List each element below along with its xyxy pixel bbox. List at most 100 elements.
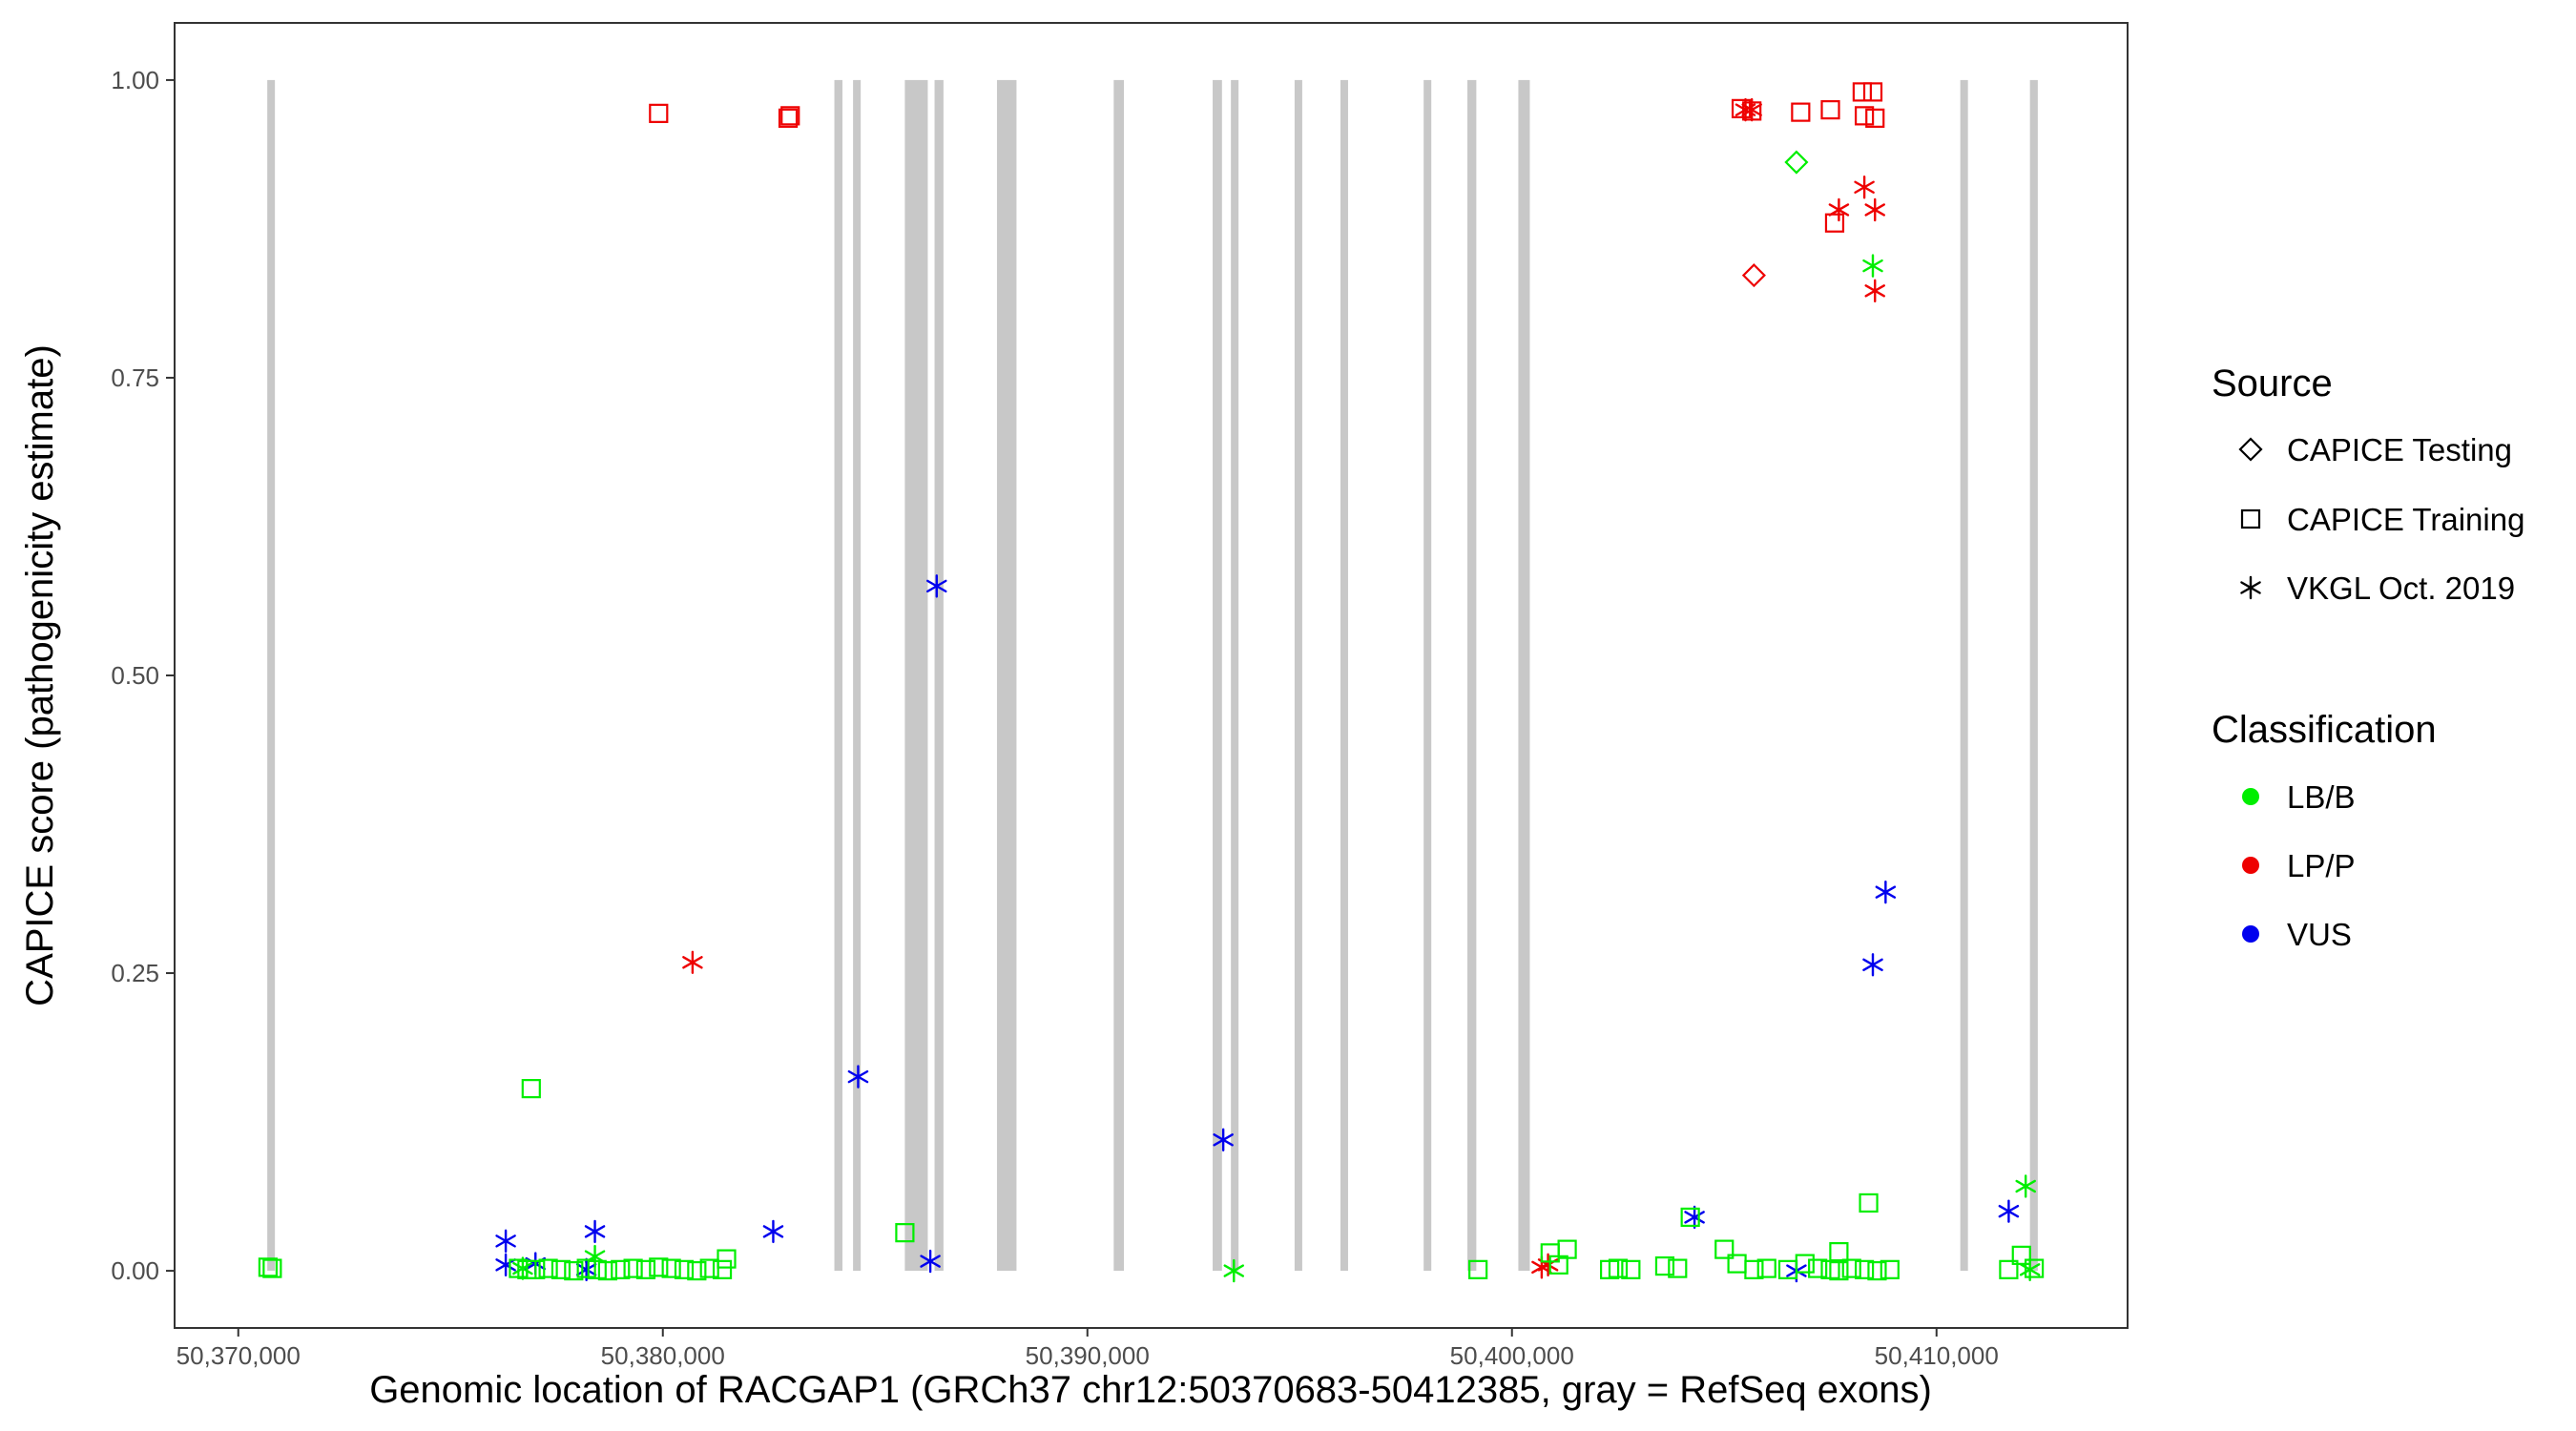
point-square — [1841, 1258, 1861, 1278]
legend-class-item-vus: VUS — [2242, 917, 2352, 952]
exon-band — [1294, 79, 1302, 1272]
point-square — [1795, 1254, 1815, 1274]
legend-label: LB/B — [2287, 779, 2356, 815]
point-square — [1854, 1259, 1875, 1279]
point-square — [712, 1259, 733, 1279]
exon-band — [1518, 79, 1530, 1272]
plot-background — [175, 23, 2128, 1328]
point-asterisk — [1828, 197, 1850, 222]
legend-source-item-testing: CAPICE Testing — [2238, 432, 2512, 467]
exon-band — [1113, 79, 1125, 1272]
point-square — [1680, 1207, 1700, 1228]
point-square — [1852, 82, 1872, 102]
asterisk-shape — [2240, 575, 2261, 600]
square-icon — [2240, 508, 2261, 529]
point-square — [1880, 1259, 1900, 1279]
exon-band — [996, 79, 1017, 1272]
point-square — [1820, 100, 1840, 120]
legend-label: CAPICE Testing — [2287, 432, 2512, 467]
point-asterisk — [1213, 1128, 1234, 1151]
exon-band — [1960, 79, 1968, 1272]
point-asterisk — [1875, 880, 1897, 904]
point-square — [687, 1260, 707, 1281]
point-square — [778, 108, 799, 128]
asterisk-icon — [2240, 575, 2261, 600]
point-square — [597, 1260, 618, 1281]
point-asterisk — [495, 1253, 516, 1277]
point-diamond — [1784, 150, 1809, 175]
dot-icon — [2242, 925, 2259, 943]
point-asterisk — [682, 950, 703, 975]
exon-band — [1340, 79, 1348, 1272]
point-square — [587, 1259, 607, 1279]
point-square — [1999, 1259, 2019, 1279]
legend-source-item-vkgl: VKGL Oct. 2019 — [2240, 570, 2515, 606]
legend-class-title: Classification — [2212, 709, 2437, 751]
point-asterisk — [1864, 279, 1885, 303]
series-vkgl-oct-2019-vus — [495, 574, 2020, 1283]
point-square — [1824, 213, 1845, 233]
point-asterisk — [584, 1219, 606, 1244]
exon-band — [1423, 79, 1432, 1272]
point-square — [661, 1258, 681, 1278]
y-tick-label: 0.75 — [111, 363, 159, 392]
legend: Source CAPICE Testing CAPICE Training VK… — [2212, 363, 2524, 952]
point-square — [780, 106, 800, 126]
point-asterisk — [1998, 1199, 2020, 1223]
legend-source-title: Source — [2212, 363, 2333, 404]
point-square — [564, 1260, 584, 1281]
point-asterisk — [2015, 1174, 2036, 1198]
point-square — [1867, 1260, 1887, 1281]
point-square — [1668, 1258, 1688, 1278]
series-capice-testing-lpp — [1741, 263, 1766, 288]
dot-icon — [2242, 857, 2259, 874]
x-tick-label: 50,410,000 — [1875, 1341, 1999, 1370]
point-square — [1714, 1239, 1735, 1259]
point-square — [1756, 1258, 1776, 1278]
point-square — [649, 103, 669, 123]
exon-band — [2029, 79, 2038, 1272]
x-tick-label: 50,390,000 — [1026, 1341, 1150, 1370]
y-axis-title: CAPICE score (pathogenicity estimate) — [19, 344, 61, 1006]
point-square — [1791, 102, 1811, 122]
legend-class-item-lbb: LB/B — [2242, 779, 2356, 815]
legend-label: VKGL Oct. 2019 — [2287, 570, 2515, 606]
series-vkgl-oct-2019-lpp — [682, 97, 1885, 1279]
legend-source-item-training: CAPICE Training — [2240, 502, 2524, 537]
point-square — [895, 1223, 915, 1243]
exon-band — [834, 79, 842, 1272]
exon-band — [1213, 79, 1222, 1272]
x-tick-label: 50,370,000 — [177, 1341, 301, 1370]
point-asterisk — [762, 1219, 784, 1244]
point-asterisk — [1223, 1258, 1245, 1283]
y-axis: 0.00 0.25 0.50 0.75 1.00 — [111, 66, 175, 1285]
point-square — [526, 1259, 546, 1279]
x-axis-title: Genomic location of RACGAP1 (GRCh37 chr1… — [369, 1369, 1932, 1411]
x-axis: 50,370,000 50,380,000 50,390,000 50,400,000… — [177, 1328, 1999, 1370]
point-square — [1468, 1259, 1488, 1279]
point-asterisk — [1864, 197, 1885, 222]
point-square — [1829, 1242, 1849, 1262]
point-asterisk — [847, 1065, 869, 1089]
point-square — [1854, 106, 1875, 126]
point-square — [623, 1258, 643, 1278]
point-square — [576, 1258, 596, 1278]
point-asterisk — [1862, 254, 1883, 278]
point-square — [1621, 1259, 1641, 1279]
exon-band — [853, 79, 862, 1272]
exon-band — [1231, 79, 1239, 1272]
point-asterisk — [1862, 953, 1883, 977]
point-square — [1862, 82, 1883, 102]
point-asterisk — [920, 1249, 941, 1274]
point-square — [1829, 1260, 1849, 1281]
dot-icon — [2242, 788, 2259, 805]
data-points — [258, 82, 2045, 1283]
legend-label: LP/P — [2287, 848, 2356, 883]
exon-band — [904, 79, 928, 1272]
point-asterisk — [495, 1229, 516, 1254]
point-square — [1654, 1255, 1675, 1276]
series-vkgl-oct-2019-lbb — [512, 254, 2041, 1283]
point-asterisk — [1741, 97, 1762, 122]
point-diamond — [1741, 263, 1766, 288]
